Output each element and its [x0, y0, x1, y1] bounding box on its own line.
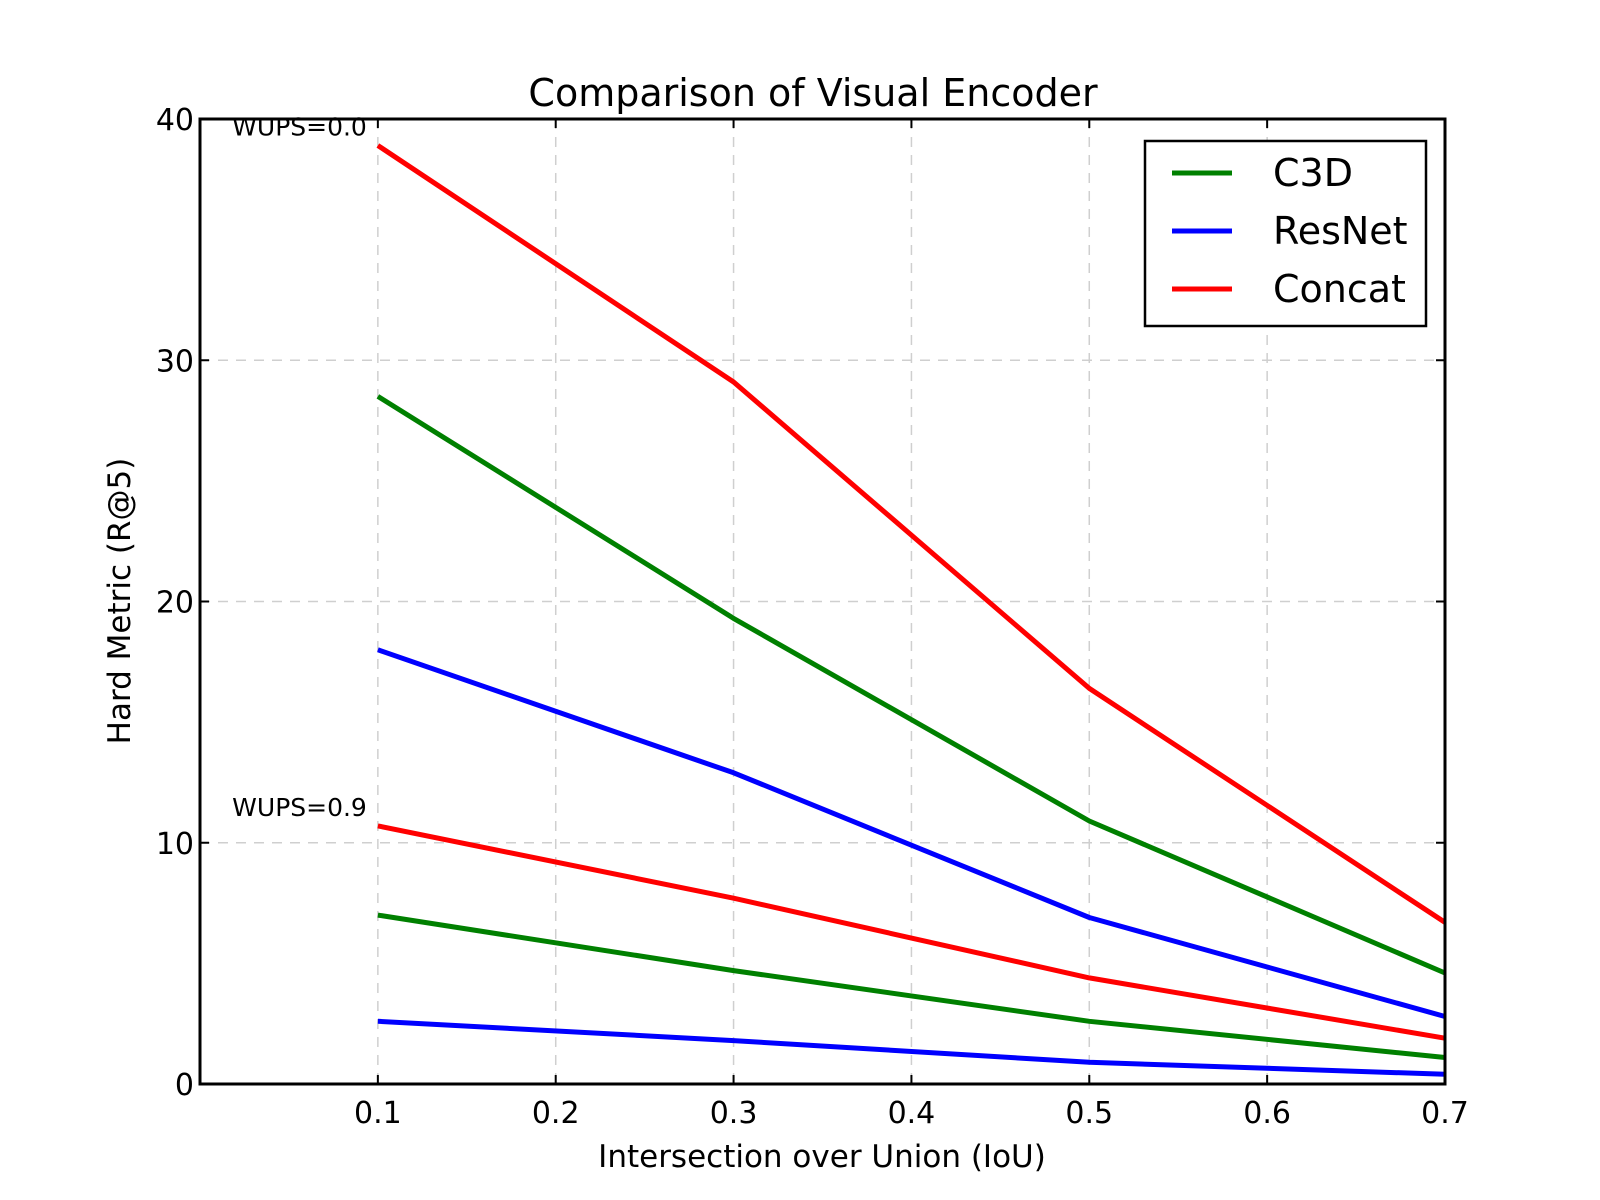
y-tick-label: 30	[156, 344, 194, 379]
y-tick-label: 40	[156, 103, 194, 138]
y-tick-label: 0	[175, 1068, 194, 1103]
series-line-c3d-wups-0-9	[377, 912, 1446, 1060]
y-tick-label: 20	[156, 586, 194, 621]
x-tick-label: 0.5	[1065, 1096, 1113, 1131]
y-tick-label: 10	[156, 827, 194, 862]
y-axis-label: Hard Metric (R@5)	[102, 458, 138, 745]
x-tick-label: 0.7	[1421, 1096, 1469, 1131]
x-tick-label: 0.4	[888, 1096, 936, 1131]
group-annotations: WUPS=0.0 WUPS=0.9	[232, 113, 367, 822]
x-tick-label: 0.6	[1243, 1096, 1291, 1131]
group-label-wups-0-9: WUPS=0.9	[232, 793, 367, 822]
series-line-resnet-wups-0-0	[377, 647, 1446, 1019]
series-lines	[376, 143, 1447, 1077]
legend-label-c3d: C3D	[1273, 151, 1353, 195]
x-axis-label: Intersection over Union (IoU)	[598, 1139, 1046, 1175]
axis-ticks: 0.1 0.2 0.3 0.4 0.5 0.6 0.7 0 10 20 30 40	[156, 103, 1469, 1131]
x-tick-label: 0.1	[354, 1096, 402, 1131]
legend-label-concat: Concat	[1273, 267, 1406, 311]
grid	[200, 119, 1446, 1084]
group-label-wups-0-0: WUPS=0.0	[232, 113, 367, 142]
series-line-resnet-wups-0-9	[377, 1018, 1446, 1077]
x-tick-label: 0.3	[710, 1096, 758, 1131]
x-tick-label: 0.2	[532, 1096, 580, 1131]
series-line-concat-wups-0-0	[376, 143, 1447, 925]
legend: C3D ResNet Concat	[1143, 139, 1428, 328]
chart-title: Comparison of Visual Encoder	[528, 71, 1098, 115]
series-line-concat-wups-0-9	[377, 823, 1446, 1041]
series-line-c3d-wups-0-0	[376, 394, 1446, 976]
legend-label-resnet: ResNet	[1273, 209, 1408, 253]
